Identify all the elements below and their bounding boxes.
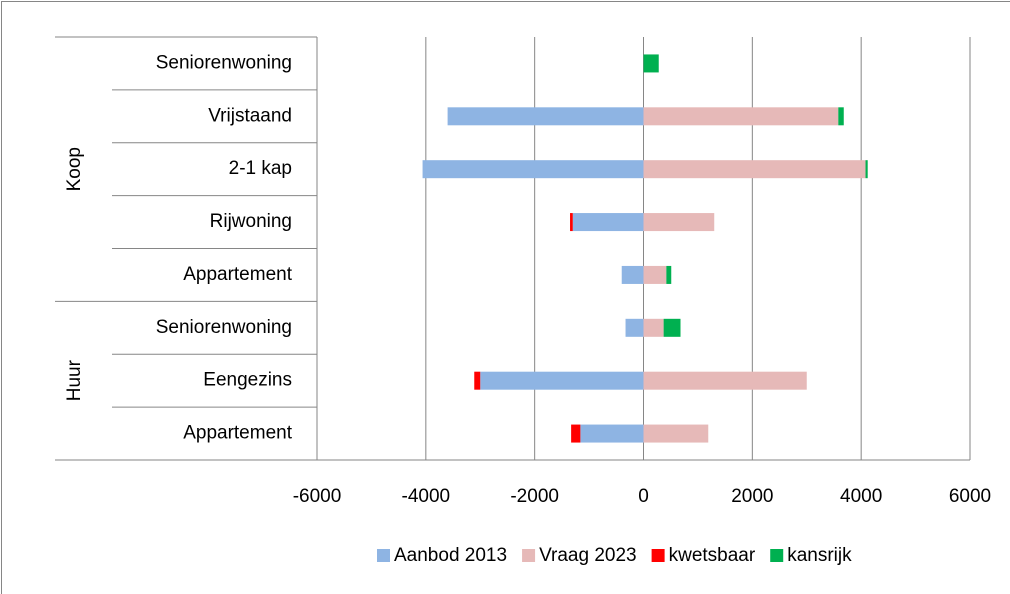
x-tick-label: -2000 [510, 486, 559, 507]
bar-segment [621, 265, 644, 284]
group-label: Koop [64, 147, 85, 191]
legend-swatch [377, 549, 390, 562]
bar-segment [580, 424, 644, 443]
bar-segment [643, 424, 709, 443]
bar-segment [480, 371, 644, 390]
bar-segment [838, 107, 844, 126]
category-label: Eengezins [203, 370, 292, 391]
bar-segment [643, 213, 715, 232]
legend-label: kwetsbaar [669, 545, 756, 566]
legend-swatch [651, 549, 665, 562]
bar-segment [474, 371, 481, 390]
bar-segment [571, 424, 581, 443]
x-tick-label: -4000 [402, 486, 451, 507]
x-tick-label: 6000 [949, 486, 991, 507]
category-label: Appartement [183, 264, 293, 285]
category-label: Seniorenwoning [156, 52, 292, 73]
legend-label: Vraag 2023 [539, 545, 637, 566]
bar-segment [572, 213, 644, 232]
bar-segment [865, 160, 868, 179]
bar-segment [625, 318, 644, 337]
category-label: Rijwoning [210, 211, 292, 232]
x-tick-label: -6000 [293, 486, 342, 507]
category-label: Appartement [183, 423, 293, 444]
bar-segment [570, 213, 573, 232]
bar-segment [643, 318, 664, 337]
x-tick-label: 0 [638, 486, 649, 507]
legend-swatch [770, 549, 784, 562]
bar-segment [666, 265, 672, 284]
legend-label: kansrijk [787, 545, 852, 566]
category-label: 2-1 kap [229, 158, 292, 179]
bar-segment [663, 318, 681, 337]
bar-segment [643, 107, 839, 126]
group-label: Huur [64, 359, 85, 401]
category-label: Seniorenwoning [156, 317, 292, 338]
bar-segment [447, 107, 644, 126]
x-tick-label: 4000 [840, 486, 882, 507]
x-tick-label: 2000 [731, 486, 773, 507]
bar-segment [643, 371, 807, 390]
bar-segment [643, 160, 866, 179]
legend-swatch [522, 549, 536, 562]
legend-label: Aanbod 2013 [394, 545, 507, 566]
bar-segment [422, 160, 644, 179]
category-label: Vrijstaand [208, 105, 292, 126]
bar-segment [643, 54, 659, 73]
bar-segment [643, 265, 667, 284]
